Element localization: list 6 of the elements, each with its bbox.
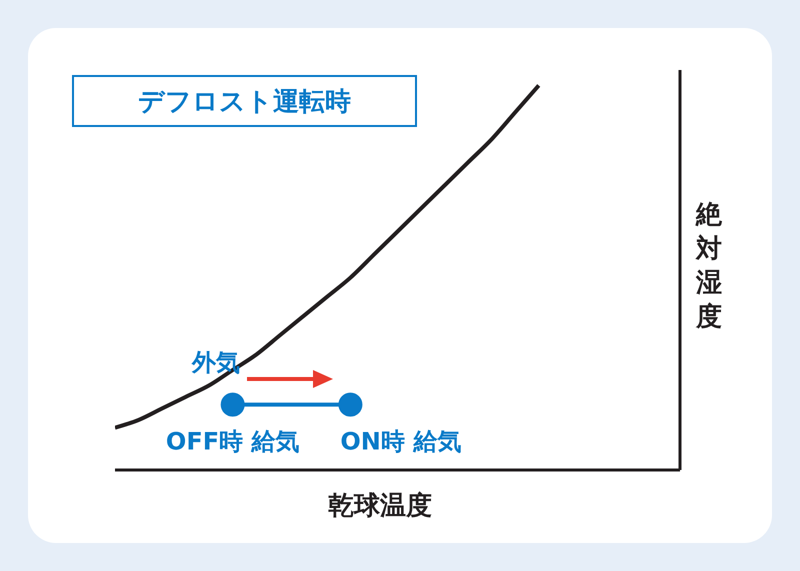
series-label: 外気 xyxy=(191,348,240,376)
y-axis-title: 絶対湿度 xyxy=(694,199,723,334)
x-axis-title: 乾球温度 xyxy=(327,490,433,523)
annotation: OFF時 給気 xyxy=(166,428,300,456)
annotation: ON時 給気 xyxy=(340,428,462,456)
chart-title: デフロスト運転時 xyxy=(72,75,417,127)
